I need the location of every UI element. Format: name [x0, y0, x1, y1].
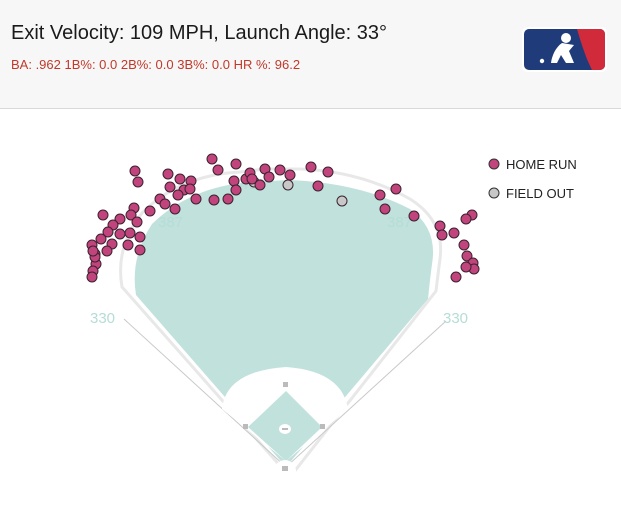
home-run-marker	[124, 227, 136, 239]
home-run-marker	[134, 231, 146, 243]
legend-home-run-marker	[488, 158, 500, 170]
home-run-marker	[144, 205, 156, 217]
legend-home-run-label: HOME RUN	[506, 157, 577, 172]
home-run-marker	[461, 250, 473, 262]
home-run-marker	[134, 244, 146, 256]
home-run-marker	[450, 271, 462, 283]
home-run-marker	[408, 210, 420, 222]
pitching-rubber	[282, 428, 288, 430]
mlb-logo-icon	[522, 27, 607, 72]
home-run-marker	[230, 184, 242, 196]
home-run-marker	[132, 176, 144, 188]
home-plate	[282, 466, 288, 471]
home-run-marker	[159, 198, 171, 210]
home-run-marker	[230, 158, 242, 170]
legend-field-out-marker	[488, 187, 500, 199]
legend: HOME RUN FIELD OUT	[488, 157, 577, 201]
home-run-marker	[263, 171, 275, 183]
left-foul-line	[123, 318, 287, 468]
home-run-marker	[102, 226, 114, 238]
outfield-grass	[134, 180, 434, 467]
home-run-marker	[390, 183, 402, 195]
home-run-marker	[97, 209, 109, 221]
home-run-marker	[284, 169, 296, 181]
second-base	[283, 382, 288, 387]
home-run-marker	[246, 173, 258, 185]
third-base	[243, 424, 248, 429]
distance-left-center: 387	[158, 214, 183, 231]
header: Exit Velocity: 109 MPH, Launch Angle: 33…	[0, 0, 621, 109]
home-run-marker	[101, 245, 113, 257]
home-run-marker	[254, 179, 266, 191]
page-title: Exit Velocity: 109 MPH, Launch Angle: 33…	[11, 22, 387, 44]
home-run-marker	[212, 164, 224, 176]
outfield-wall	[119, 167, 443, 480]
home-run-marker	[460, 261, 472, 273]
home-run-marker	[305, 161, 317, 173]
home-run-marker	[86, 271, 98, 283]
home-run-marker	[206, 153, 218, 165]
home-run-marker	[87, 245, 99, 257]
home-run-marker	[448, 227, 460, 239]
batted-balls	[86, 153, 480, 283]
field-out-marker	[282, 179, 294, 191]
distance-right-line: 330	[443, 310, 468, 327]
home-run-marker	[460, 213, 472, 225]
home-run-marker	[114, 228, 126, 240]
home-run-marker	[122, 239, 134, 251]
home-run-marker	[190, 193, 202, 205]
home-run-marker	[184, 183, 196, 195]
home-run-marker	[174, 173, 186, 185]
home-run-marker	[228, 175, 240, 187]
distance-left-line: 330	[90, 310, 115, 327]
home-run-marker	[312, 180, 324, 192]
distance-right-center: 387	[387, 214, 412, 231]
home-run-marker	[162, 168, 174, 180]
home-run-marker	[458, 239, 470, 251]
home-run-marker	[125, 209, 137, 221]
batting-stats: BA: .962 1B%: 0.0 2B%: 0.0 3B%: 0.0 HR %…	[11, 57, 301, 72]
home-run-marker	[164, 181, 176, 193]
field-out-marker	[336, 195, 348, 207]
right-foul-line	[285, 320, 447, 468]
home-run-marker	[434, 220, 446, 232]
home-run-marker	[131, 216, 143, 228]
home-run-marker	[208, 194, 220, 206]
home-run-marker	[379, 203, 391, 215]
home-run-marker	[172, 189, 184, 201]
home-run-marker	[222, 193, 234, 205]
home-run-marker	[95, 233, 107, 245]
home-run-marker	[374, 189, 386, 201]
spray-chart: 330 387 410 387 330 HOME RUN FIELD OUT	[86, 153, 577, 482]
home-run-marker	[129, 165, 141, 177]
home-run-marker	[274, 164, 286, 176]
home-run-marker	[322, 166, 334, 178]
first-base	[320, 424, 325, 429]
legend-field-out-label: FIELD OUT	[506, 186, 574, 201]
home-run-marker	[169, 203, 181, 215]
home-run-marker	[114, 213, 126, 225]
home-run-marker	[436, 229, 448, 241]
